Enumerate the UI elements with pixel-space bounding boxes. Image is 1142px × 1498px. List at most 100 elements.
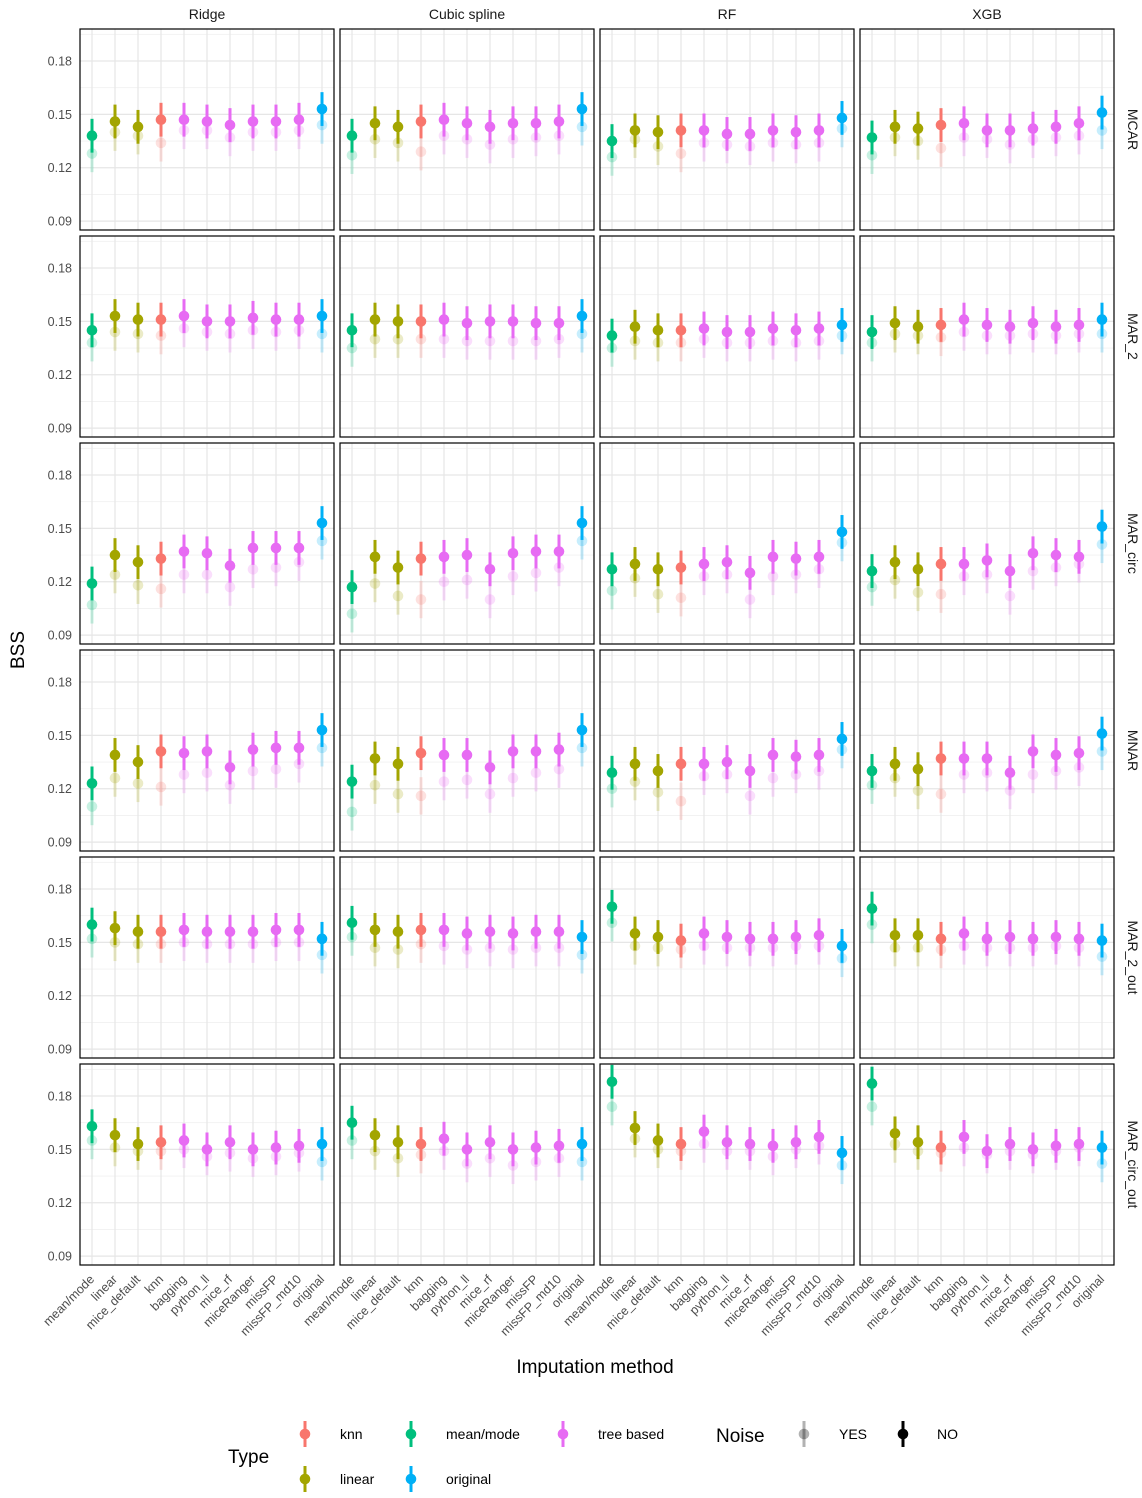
legend-noise-label-yes: YES: [839, 1426, 867, 1442]
point-no-mice-rf: [224, 316, 236, 327]
point-no-mean-mode: [86, 130, 98, 142]
point-no-missfp: [270, 924, 282, 936]
point-no-missfp-md10: [293, 314, 305, 325]
point-no-missfp: [270, 116, 282, 127]
panel-border: [859, 235, 1115, 438]
point-yes-bagging: [178, 769, 190, 780]
point-yes-mean-mode: [346, 608, 358, 620]
y-tick-label: 0.18: [48, 469, 72, 483]
point-no-python-ll: [981, 1145, 993, 1157]
point-no-missfp-md10: [1073, 1138, 1085, 1150]
point-no-mean-mode: [86, 578, 98, 589]
panel-border: [79, 856, 335, 1059]
point-yes-mice-rf: [484, 788, 496, 800]
point-no-bagging: [958, 1131, 970, 1143]
panel-ridge-mar-2: [79, 235, 335, 438]
point-no-knn: [155, 114, 167, 126]
point-no-mice-rf: [224, 762, 236, 773]
point-no-python-ll: [461, 317, 473, 329]
panel-border: [859, 442, 1115, 645]
point-yes-linear: [109, 569, 121, 580]
point-no-miceranger: [1027, 1144, 1039, 1155]
point-no-missfp-md10: [553, 546, 565, 557]
panel-border: [339, 649, 595, 852]
point-yes-miceranger: [767, 571, 779, 582]
point-no-python-ll: [981, 555, 993, 566]
y-tick-label: 0.15: [48, 108, 72, 122]
point-no-missfp-md10: [1073, 319, 1085, 331]
point-no-linear: [369, 924, 381, 936]
point-no-mean-mode: [866, 132, 878, 143]
panel-border: [599, 856, 855, 1059]
y-tick-label: 0.18: [48, 676, 72, 690]
panel-xgb-mcar: [859, 28, 1115, 231]
point-no-missfp-md10: [293, 924, 305, 936]
point-yes-missfp: [270, 562, 282, 573]
point-yes-linear: [629, 776, 641, 787]
point-no-bagging: [438, 749, 450, 761]
point-yes-linear: [369, 578, 381, 589]
y-tick-label: 0.18: [48, 55, 72, 69]
point-no-original: [836, 1147, 848, 1159]
point-no-mice-default: [132, 121, 144, 133]
point-no-missfp: [530, 117, 542, 129]
point-no-knn: [675, 935, 687, 946]
point-no-mean-mode: [866, 565, 878, 577]
point-no-linear: [109, 1129, 121, 1141]
point-yes-mice-rf: [224, 581, 236, 593]
point-no-mice-rf: [1004, 767, 1016, 779]
point-no-mice-default: [132, 926, 144, 938]
point-no-mean-mode: [866, 1078, 878, 1089]
point-yes-original: [1096, 125, 1108, 136]
point-no-missfp-md10: [813, 551, 825, 563]
y-tick-label: 0.18: [48, 262, 72, 276]
point-no-missfp: [790, 126, 802, 138]
point-no-missfp: [790, 931, 802, 943]
legend-key-point-mean-mode: [405, 1428, 417, 1440]
point-no-bagging: [698, 558, 710, 570]
point-yes-missfp: [530, 335, 542, 347]
point-no-original: [316, 310, 328, 322]
legend: Type Noise knn linear mean/mode original tre…: [228, 1421, 958, 1492]
point-no-mice-rf: [1004, 931, 1016, 943]
point-yes-missfp-md10: [553, 763, 565, 775]
point-no-knn: [415, 1138, 427, 1150]
point-no-missfp: [530, 926, 542, 938]
point-no-mean-mode: [86, 919, 98, 930]
point-no-miceranger: [767, 551, 779, 563]
point-no-miceranger: [247, 116, 259, 127]
point-yes-original: [1096, 539, 1108, 550]
point-yes-miceranger: [767, 772, 779, 784]
point-no-original: [836, 112, 848, 124]
point-no-missfp-md10: [293, 742, 305, 754]
panel-border: [339, 28, 595, 231]
point-no-mice-rf: [224, 926, 236, 938]
point-yes-mice-default: [392, 333, 404, 345]
point-no-bagging: [178, 114, 190, 126]
legend-key-point-linear: [299, 1473, 311, 1485]
legend-label-original: original: [446, 1471, 491, 1487]
point-no-mean-mode: [606, 767, 618, 779]
panel-border: [79, 442, 335, 645]
panel-border: [859, 1063, 1115, 1266]
point-no-original: [576, 103, 588, 115]
point-no-mice-rf: [484, 563, 496, 575]
y-tick-label: 0.09: [48, 1250, 72, 1264]
panel-border: [599, 235, 855, 438]
point-no-bagging: [178, 546, 190, 557]
point-yes-knn: [935, 142, 947, 154]
point-yes-python-ll: [201, 569, 213, 580]
panel-border: [859, 28, 1115, 231]
panel-border: [339, 235, 595, 438]
point-no-mice-default: [652, 324, 664, 336]
point-yes-mice-rf: [484, 139, 496, 150]
point-no-mean-mode: [346, 776, 358, 787]
point-no-linear: [889, 929, 901, 941]
point-yes-mice-default: [652, 588, 664, 600]
panel-xgb-mnar: [859, 649, 1115, 852]
panel-border: [599, 28, 855, 231]
point-no-knn: [415, 553, 427, 564]
point-no-missfp: [1050, 931, 1062, 943]
point-no-mice-default: [912, 1136, 924, 1148]
point-no-python-ll: [981, 753, 993, 764]
